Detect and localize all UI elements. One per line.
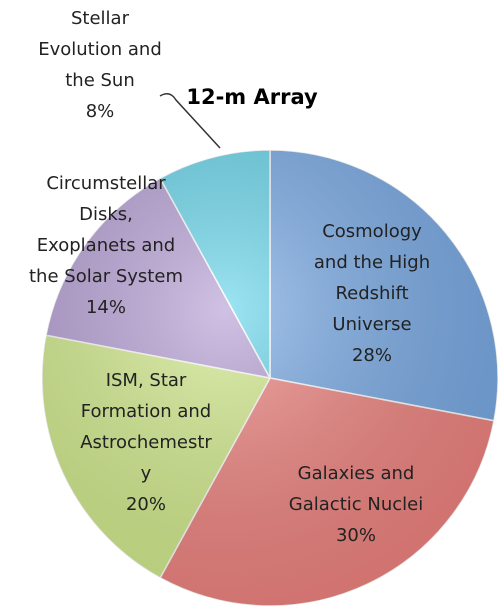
- slice-value-label: 20%: [126, 494, 166, 515]
- slice-label: Galaxies and Galactic Nuclei: [289, 463, 423, 515]
- leader-line: [159, 93, 221, 149]
- slice-label: Circumstellar Disks, Exoplanets and the Sol…: [29, 173, 183, 287]
- slice-value-label: 30%: [336, 525, 376, 546]
- slice-value-label: 28%: [352, 345, 392, 366]
- slice-value-label: 8%: [86, 101, 115, 122]
- slice-label: ISM, Star Formation and Astrochemestr y: [80, 370, 212, 484]
- chart-title: 12-m Array: [186, 85, 318, 109]
- slice-label: Stellar Evolution and the Sun: [38, 8, 162, 91]
- slice-label: Cosmology and the High Redshift Universe: [314, 221, 430, 335]
- slice-value-label: 14%: [86, 297, 126, 318]
